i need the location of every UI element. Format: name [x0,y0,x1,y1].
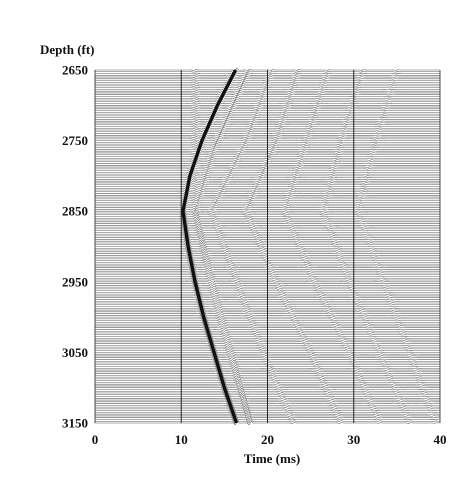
y-tick-label: 3150 [62,416,88,431]
direct-arrival [181,69,239,424]
y-axis-title: Depth (ft) [40,42,95,57]
y-tick-label: 2750 [62,133,88,148]
x-tick-labels: 0 10 20 30 40 [92,432,447,447]
y-tick-labels: 2650 2750 2850 2950 3050 3150 [62,63,88,431]
x-tick-label: 10 [175,432,188,447]
seismic-trace [95,67,440,73]
x-tick-label: 20 [261,432,274,447]
y-tick-label: 2650 [62,63,88,78]
x-tick-label: 30 [347,432,360,447]
x-axis-title: Time (ms) [244,451,300,466]
y-tick-label: 2850 [62,204,88,219]
x-tick-label: 40 [434,432,447,447]
y-tick-label: 3050 [62,345,88,360]
y-tick-label: 2950 [62,274,88,289]
x-tick-label: 0 [92,432,99,447]
vertical-grid [94,70,441,423]
